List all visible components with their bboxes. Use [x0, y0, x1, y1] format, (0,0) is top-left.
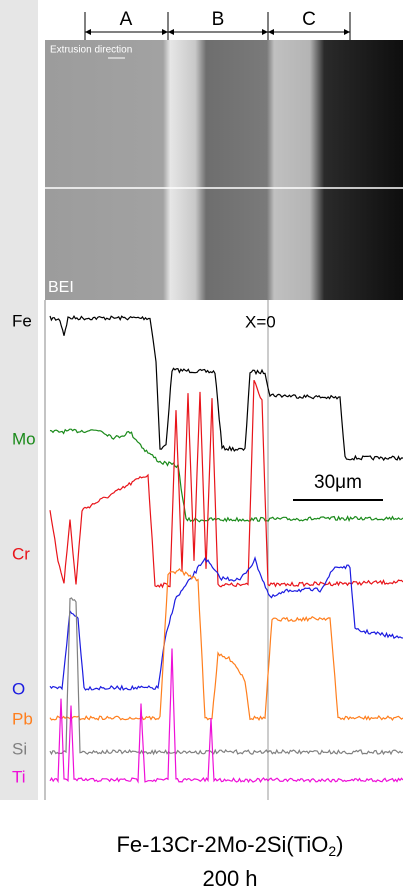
- element-trace: [49, 428, 403, 523]
- element-trace: [49, 648, 403, 784]
- element-trace: [49, 556, 403, 691]
- element-label: O: [12, 679, 25, 698]
- element-label: Fe: [12, 311, 32, 330]
- element-trace: [49, 597, 403, 756]
- formula-suffix: ): [336, 832, 343, 857]
- element-trace: [49, 315, 403, 462]
- zone-label: A: [120, 9, 133, 30]
- element-label: Cr: [12, 544, 30, 563]
- image-mode: BEI: [48, 279, 74, 296]
- traces: [49, 315, 403, 784]
- element-label: Pb: [12, 709, 33, 728]
- caption-formula: Fe-13Cr-2Mo-2Si(TiO2): [116, 832, 343, 859]
- element-trace: [49, 567, 403, 722]
- zone-label: B: [212, 9, 225, 30]
- scale-label: 30μm: [314, 472, 362, 493]
- formula-prefix: Fe-13Cr-2Mo-2Si(TiO: [116, 832, 328, 857]
- zone-brackets: [84, 12, 351, 40]
- bracket-arrows: [85, 29, 350, 35]
- element-trace: [49, 379, 403, 589]
- margin-strip: [0, 0, 38, 800]
- annotation: Extrusion direction: [50, 45, 132, 56]
- element-label: Ti: [12, 767, 26, 786]
- origin-label: X=0: [245, 312, 276, 331]
- formula-subscript: 2: [328, 843, 336, 859]
- element-labels: Fe Mo Cr O Pb Si Ti: [12, 311, 36, 786]
- element-label: Si: [12, 739, 27, 758]
- element-label: Mo: [12, 429, 36, 448]
- zone-label: C: [302, 9, 316, 30]
- micrograph: [45, 40, 403, 300]
- caption-time: 200 h: [202, 866, 257, 891]
